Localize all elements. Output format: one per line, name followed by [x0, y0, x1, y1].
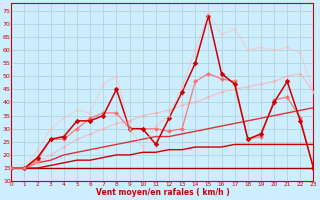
X-axis label: Vent moyen/en rafales ( km/h ): Vent moyen/en rafales ( km/h ) — [96, 188, 229, 197]
